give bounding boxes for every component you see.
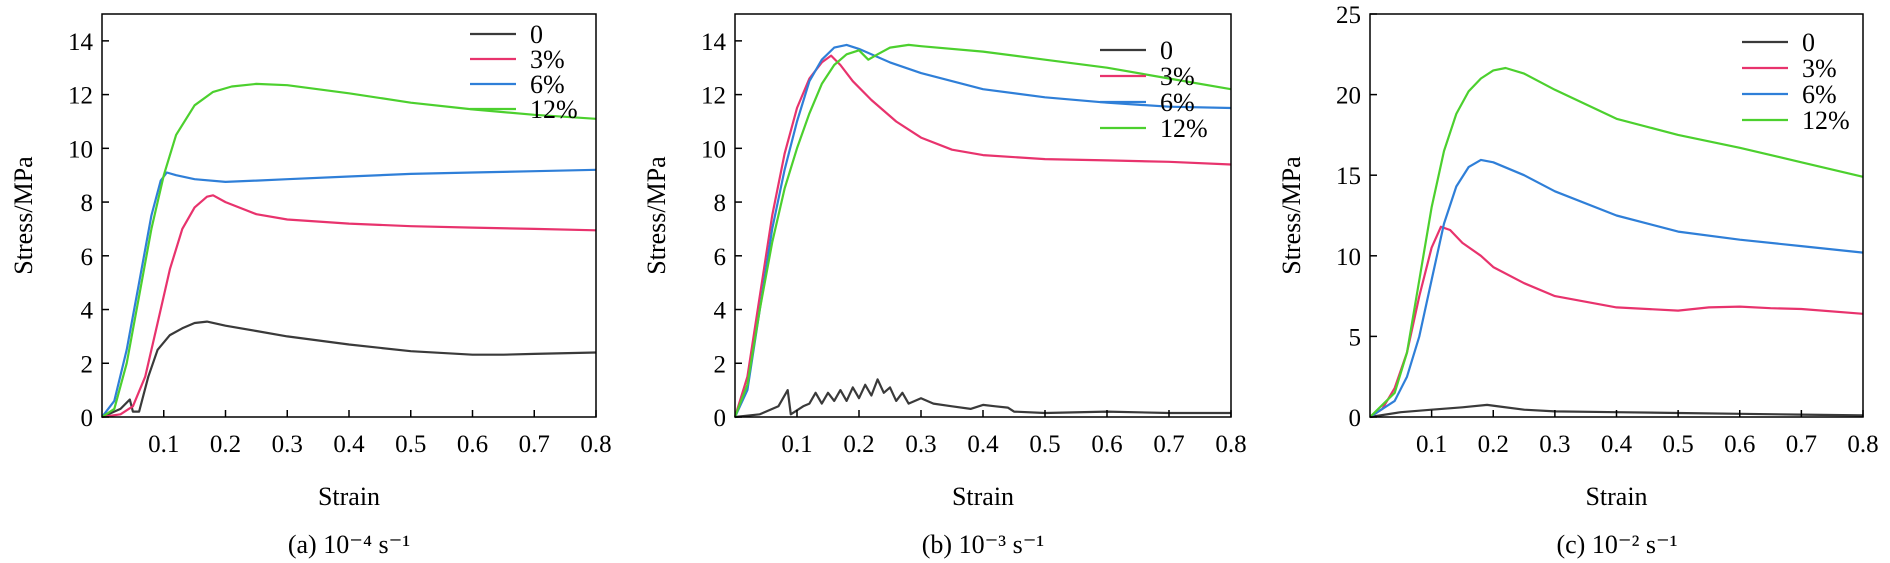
legend-label: 6% bbox=[1802, 80, 1837, 109]
legend-label: 6% bbox=[1160, 88, 1195, 117]
legend-label: 3% bbox=[1802, 54, 1837, 83]
x-axis-label: Strain bbox=[952, 482, 1014, 511]
series-line-2 bbox=[1369, 225, 1864, 418]
legend: 03%6%12% bbox=[1100, 36, 1208, 143]
subfigure-caption: (c) 10⁻² s⁻¹ bbox=[1556, 530, 1677, 559]
subfigure-caption: (a) 10⁻⁴ s⁻¹ bbox=[288, 530, 410, 559]
x-tick-label: 0.7 bbox=[519, 431, 550, 458]
legend-label: 0 bbox=[1160, 36, 1173, 65]
series-line-2 bbox=[101, 194, 597, 419]
y-tick-label: 10 bbox=[1336, 244, 1361, 271]
legend: 03%6%12% bbox=[1742, 28, 1850, 135]
y-tick-label: 0 bbox=[714, 405, 727, 432]
x-tick-label: 0.8 bbox=[580, 431, 611, 458]
x-tick-label: 0.5 bbox=[1029, 431, 1060, 458]
y-tick-label: 10 bbox=[68, 136, 93, 163]
y-tick-label: 4 bbox=[714, 298, 727, 325]
chart-panel-1: 0 2 4 6 8 10 12 14 0.1 0.2 0.3 0.4 0.5 0.6 0.7 0.8 Strai… bbox=[9, 13, 612, 559]
chart-panel-3: 0 5 10 15 20 25 0.1 0.2 0.3 0.4 0.5 0.6 0.7 0.8 Strain… bbox=[1277, 2, 1879, 559]
x-tick-label: 0.3 bbox=[272, 431, 303, 458]
series-line-3 bbox=[1369, 158, 1864, 418]
x-tick-label: 0.4 bbox=[333, 431, 365, 458]
x-tick-label: 0.7 bbox=[1786, 431, 1817, 458]
y-axis-label: Stress/MPa bbox=[1277, 156, 1306, 275]
y-tick-label: 12 bbox=[701, 83, 726, 110]
series-line-4 bbox=[101, 82, 597, 418]
x-axis-label: Strain bbox=[1585, 482, 1647, 511]
legend-label: 3% bbox=[530, 45, 565, 74]
x-tick-label: 0.1 bbox=[1416, 431, 1447, 458]
x-tick-label: 0.8 bbox=[1847, 431, 1878, 458]
y-tick-label: 25 bbox=[1336, 2, 1361, 29]
legend-label: 0 bbox=[1802, 28, 1815, 57]
y-tick-label: 4 bbox=[81, 298, 94, 325]
x-tick-label: 0.7 bbox=[1153, 431, 1184, 458]
legend-label: 3% bbox=[1160, 62, 1195, 91]
y-tick-label: 15 bbox=[1336, 163, 1361, 190]
x-tick-label: 0.2 bbox=[210, 431, 241, 458]
subfigure-caption: (b) 10⁻³ s⁻¹ bbox=[922, 530, 1044, 559]
legend: 03%6%12% bbox=[470, 20, 578, 124]
y-tick-label: 2 bbox=[81, 351, 94, 378]
x-tick-label: 0.6 bbox=[1724, 431, 1755, 458]
series-line-4 bbox=[733, 43, 1232, 418]
y-axis-label: Stress/MPa bbox=[9, 156, 38, 275]
plot-frame bbox=[734, 13, 1232, 418]
x-tick-label: 0.3 bbox=[1539, 431, 1570, 458]
legend-label: 12% bbox=[1160, 114, 1208, 143]
series-line-3 bbox=[101, 168, 597, 418]
legend-label: 6% bbox=[530, 70, 565, 99]
x-tick-label: 0.6 bbox=[457, 431, 488, 458]
y-tick-label: 10 bbox=[701, 136, 726, 163]
y-tick-label: 12 bbox=[68, 83, 93, 110]
y-tick-label: 14 bbox=[68, 29, 94, 56]
x-tick-label: 0.3 bbox=[905, 431, 936, 458]
y-axis-label: Stress/MPa bbox=[642, 156, 671, 275]
series-line-1 bbox=[734, 378, 1231, 419]
y-tick-label: 6 bbox=[714, 244, 727, 271]
plot-frame bbox=[101, 13, 597, 418]
y-tick-label: 2 bbox=[714, 351, 727, 378]
x-tick-label: 0.4 bbox=[1601, 431, 1633, 458]
legend-label: 12% bbox=[1802, 106, 1850, 135]
x-tick-label: 0.4 bbox=[967, 431, 999, 458]
y-tick-label: 0 bbox=[81, 405, 94, 432]
legend-label: 12% bbox=[530, 95, 578, 124]
x-tick-label: 0.5 bbox=[395, 431, 426, 458]
y-tick-label: 20 bbox=[1336, 83, 1361, 110]
y-tick-label: 8 bbox=[714, 190, 727, 217]
y-tick-label: 8 bbox=[81, 190, 94, 217]
x-tick-label: 0.2 bbox=[843, 431, 874, 458]
x-tick-label: 0.2 bbox=[1478, 431, 1509, 458]
y-tick-label: 5 bbox=[1349, 324, 1362, 351]
x-tick-label: 0.1 bbox=[781, 431, 812, 458]
chart-panel-2: 0 2 4 6 8 10 12 14 0.1 0.2 0.3 0.4 0.5 0.6 0.7 0.8 Strai… bbox=[642, 13, 1247, 559]
y-tick-label: 14 bbox=[701, 29, 727, 56]
y-tick-label: 0 bbox=[1349, 405, 1362, 432]
series-line-1 bbox=[101, 320, 597, 419]
x-axis-label: Strain bbox=[318, 482, 380, 511]
x-tick-label: 0.6 bbox=[1091, 431, 1122, 458]
x-tick-label: 0.5 bbox=[1663, 431, 1694, 458]
series-line-2 bbox=[733, 54, 1232, 418]
x-tick-label: 0.1 bbox=[148, 431, 179, 458]
x-tick-label: 0.8 bbox=[1215, 431, 1246, 458]
series-line-4 bbox=[1369, 66, 1864, 418]
series-line-3 bbox=[734, 43, 1232, 418]
legend-label: 0 bbox=[530, 20, 543, 49]
y-tick-label: 6 bbox=[81, 244, 94, 271]
